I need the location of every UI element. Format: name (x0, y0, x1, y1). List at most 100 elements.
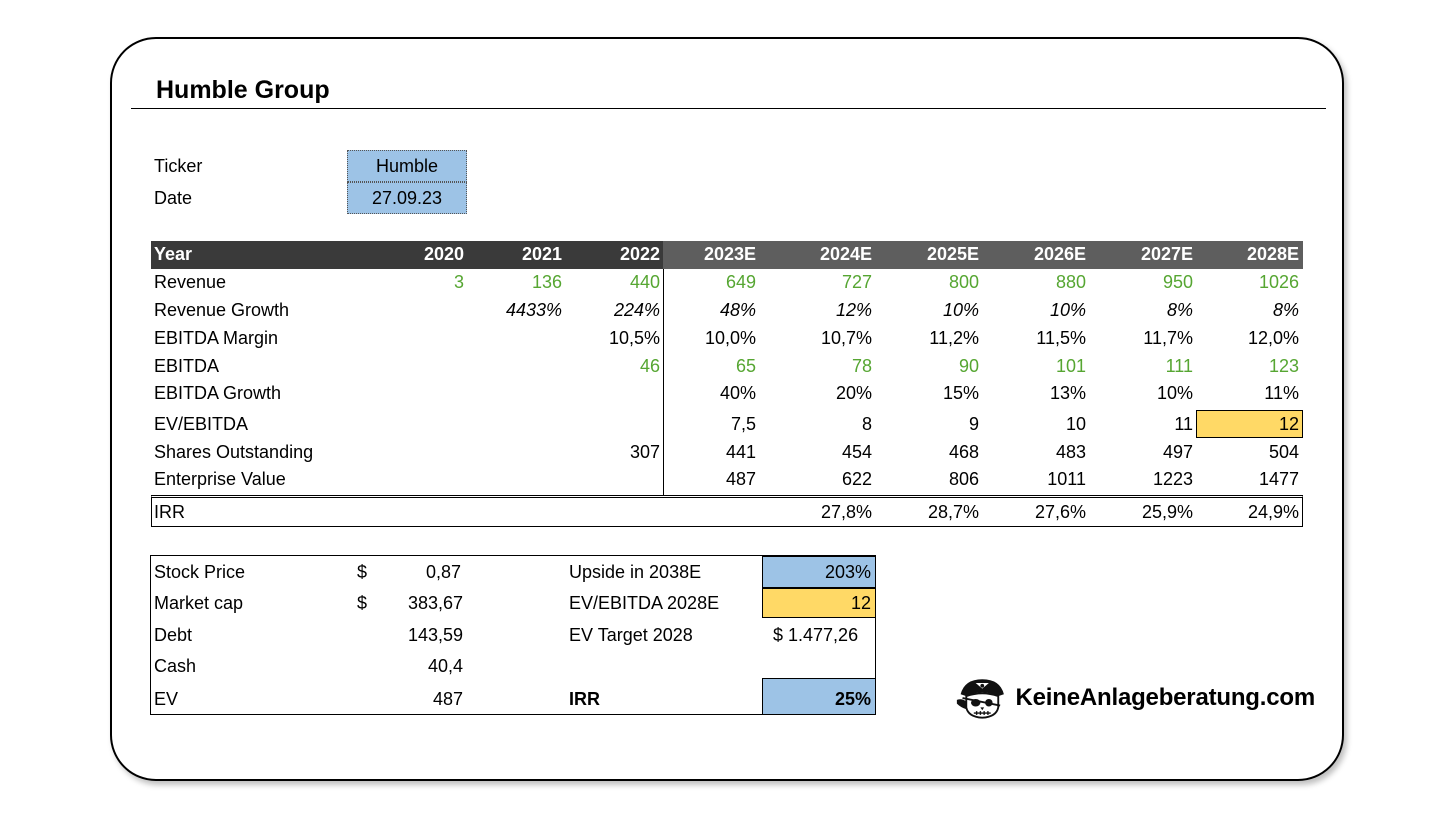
row-label: Shares Outstanding (154, 442, 314, 462)
table-cell: 123 (1268, 356, 1299, 376)
table-cell: 806 (948, 469, 979, 489)
row-label: EBITDA Margin (154, 328, 279, 348)
irr-cell: 24,9% (1247, 502, 1299, 522)
year-header: Year (154, 244, 193, 264)
table-cell: 136 (531, 272, 562, 292)
row-label: Enterprise Value (154, 469, 286, 489)
ev-value: 487 (432, 689, 463, 709)
table-cell: 8% (1166, 300, 1193, 320)
year-header-cell: 2020 (423, 244, 464, 264)
table-cell: 10% (942, 300, 979, 320)
table-cell: 12% (835, 300, 872, 320)
table-cell: 8 (861, 414, 872, 434)
stock-price-currency: $ (357, 562, 368, 582)
table-cell: 10% (1049, 300, 1086, 320)
table-cell: 622 (841, 469, 872, 489)
table-cell: 10,0% (704, 328, 756, 348)
table-cell: 11,2% (929, 328, 979, 348)
table-cell: 11 (1174, 414, 1193, 434)
table-cell: 46 (639, 356, 660, 376)
year-header-cell: 2024E (819, 244, 872, 264)
date-value-cell[interactable]: 27.09.23 (347, 182, 467, 214)
table-cell: 10,5% (608, 328, 660, 348)
brand-logo: KeineAnlageberatung.com (955, 674, 1315, 722)
ev-ebitda-2028-value: 12 (850, 593, 871, 613)
table-cell: 440 (629, 272, 660, 292)
year-header-cell: 2021 (521, 244, 562, 264)
cash-label: Cash (154, 656, 197, 676)
irr-cell-bg (762, 678, 876, 715)
table-cell: 1223 (1152, 469, 1193, 489)
table-cell: 880 (1055, 272, 1086, 292)
ticker-value-cell[interactable]: Humble (347, 150, 467, 182)
table-cell: 1477 (1258, 469, 1299, 489)
table-cell: 497 (1162, 442, 1193, 462)
irr-summary-value: 25% (834, 689, 871, 709)
row-label: EBITDA (154, 356, 220, 376)
table-cell: 10 (1065, 414, 1086, 434)
table-cell: 11,5% (1036, 328, 1086, 348)
table-cell: 12 (1278, 414, 1299, 434)
table-header-row: Year 2020 2021 2022 2023E 2024E 2025E 20… (151, 241, 1303, 269)
date-label: Date (154, 188, 193, 208)
year-header-cell: 2027E (1140, 244, 1193, 264)
ticker-label: Ticker (154, 156, 203, 176)
cash-value: 40,4 (427, 656, 463, 676)
irr-row-label: IRR (154, 502, 185, 522)
year-header-cell: 2026E (1033, 244, 1086, 264)
year-header-cell: 2022 (619, 244, 660, 264)
ev-label: EV (154, 689, 179, 709)
report-card (110, 37, 1344, 781)
table-cell: 9 (968, 414, 979, 434)
irr-cell: 28,7% (927, 502, 979, 522)
table-cell: 40% (719, 383, 756, 403)
irr-cell: 27,6% (1034, 502, 1086, 522)
ev-ebitda-2028-highlight (1196, 410, 1303, 438)
table-cell: 3 (453, 272, 464, 292)
year-header-cell: 2025E (926, 244, 979, 264)
upside-cell-bg (762, 556, 876, 588)
ev-target-label: EV Target 2028 (569, 625, 693, 645)
stock-price-value: 0,87 (425, 562, 461, 582)
table-cell: 48% (719, 300, 756, 320)
stock-price-label: Stock Price (154, 562, 246, 582)
upside-value: 203% (824, 562, 871, 582)
ev-target-value: $ 1.477,26 (773, 625, 859, 645)
row-label: Revenue Growth (154, 300, 290, 320)
market-cap-currency: $ (357, 593, 368, 613)
debt-label: Debt (154, 625, 193, 645)
row-label: Revenue (154, 272, 227, 292)
table-cell: 15% (942, 383, 979, 403)
irr-cell: 25,9% (1141, 502, 1193, 522)
page-title: Humble Group (156, 76, 330, 104)
table-cell: 468 (948, 442, 979, 462)
table-cell: 13% (1049, 383, 1086, 403)
table-cell: 441 (725, 442, 756, 462)
actual-forecast-divider (663, 269, 664, 495)
table-cell: 78 (851, 356, 872, 376)
table-cell: 8% (1272, 300, 1299, 320)
valuation-summary: Stock Price $ 0,87 Market cap $ 383,67 D… (150, 555, 876, 715)
brand-name: KeineAnlageberatung.com (1015, 684, 1316, 711)
table-cell: 65 (735, 356, 756, 376)
table-cell: 7,5 (730, 414, 756, 434)
table-cell: 727 (841, 272, 872, 292)
table-cell: 101 (1055, 356, 1086, 376)
table-cell: 11% (1264, 383, 1299, 403)
irr-row-box (151, 495, 1303, 527)
table-cell: 307 (629, 442, 660, 462)
table-cell: 1026 (1258, 272, 1299, 292)
table-cell: 20% (835, 383, 872, 403)
year-header-cell: 2023E (703, 244, 756, 264)
row-label: EV/EBITDA (154, 414, 249, 434)
table-cell: 1011 (1047, 469, 1086, 489)
market-cap-label: Market cap (154, 593, 244, 613)
title-divider (131, 108, 1326, 109)
table-cell: 504 (1268, 442, 1299, 462)
table-cell: 454 (841, 442, 872, 462)
year-header-cell: 2028E (1246, 244, 1299, 264)
table-cell: 950 (1162, 272, 1193, 292)
table-cell: 487 (725, 469, 756, 489)
table-cell: 11,7% (1143, 328, 1193, 348)
market-cap-value: 383,67 (407, 593, 463, 613)
